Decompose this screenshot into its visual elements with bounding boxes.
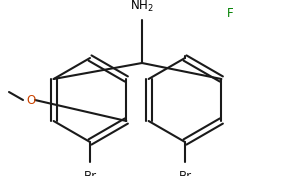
Text: NH$_2$: NH$_2$	[130, 0, 154, 14]
Text: O: O	[26, 93, 36, 106]
Text: Br: Br	[178, 170, 192, 176]
Text: F: F	[227, 7, 233, 20]
Text: Br: Br	[83, 170, 97, 176]
